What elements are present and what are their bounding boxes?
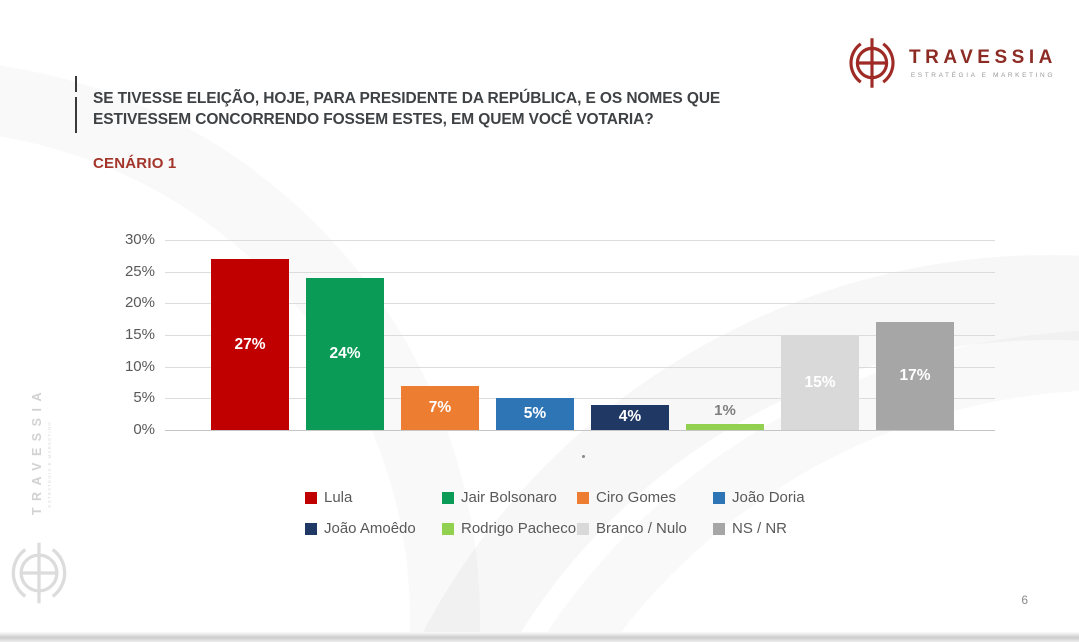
legend-item: João Amoêdo <box>305 520 442 537</box>
gridline <box>165 335 995 336</box>
bar-value-label: 24% <box>329 345 361 362</box>
bar-value-label: 5% <box>523 405 547 423</box>
scenario-label: CENÁRIO 1 <box>93 155 177 172</box>
legend-swatch-icon <box>713 491 725 504</box>
y-axis-tick-label: 20% <box>124 294 155 312</box>
legend-label: Lula <box>324 489 353 506</box>
gridline <box>165 398 995 400</box>
legend-item: Rodrigo Pacheco <box>442 520 577 537</box>
brand-tagline: ESTRATÉGIA E MARKETING <box>910 72 1055 79</box>
bar-value-label: 4% <box>618 408 642 426</box>
bar-value-label: 17% <box>899 367 931 385</box>
bottom-edge-strip <box>0 632 1079 642</box>
brand-logo: TRAVESSIA ESTRATÉGIA E MARKETING <box>845 36 1057 90</box>
y-axis-tick-label: 15% <box>124 326 155 343</box>
bar-value-label: 27% <box>234 335 266 353</box>
bar-column: 24% <box>306 278 384 430</box>
bar-value-label: 7% <box>428 398 452 416</box>
bar-value-label: 1% <box>714 401 736 419</box>
axis-dot <box>582 455 585 458</box>
y-axis-tick-label: 5% <box>133 389 155 407</box>
bar-chart: 27% 24% 7% 5% 4% 1% 15% 17% 30% 25% 20% 15% 10% 5% 0% <box>125 231 995 458</box>
gridline <box>165 303 995 305</box>
legend-label: Jair Bolsonaro <box>461 489 557 506</box>
legend-swatch-icon <box>577 491 589 504</box>
legend-swatch-icon <box>442 522 454 535</box>
watermark: TRAVESSIA ESTRATÉGIA E MARKETING <box>30 386 52 515</box>
bar: 27% <box>211 259 289 430</box>
y-axis-tick-label: 25% <box>124 262 155 280</box>
bar: 15% <box>781 335 859 430</box>
watermark-name: TRAVESSIA <box>30 386 44 516</box>
bar <box>686 423 764 430</box>
title-accent-bar <box>75 76 77 92</box>
legend-swatch-icon <box>305 491 317 504</box>
bar-column: 7% <box>401 385 479 430</box>
bar-value-label: 15% <box>804 373 836 391</box>
bar: 7% <box>401 385 479 430</box>
legend-item: Branco / Nulo <box>577 520 713 537</box>
y-axis-tick-label: 10% <box>124 357 155 375</box>
legend-label: NS / NR <box>732 520 788 537</box>
y-axis-tick-label: 30% <box>124 231 155 248</box>
legend-label: Ciro Gomes <box>596 489 677 506</box>
chart-legend: Lula Jair Bolsonaro Ciro Gomes João Doria Jo… <box>305 489 863 537</box>
y-axis-tick-label: 0% <box>133 421 155 438</box>
legend-swatch-icon <box>577 522 589 535</box>
page-number: 6 <box>1021 593 1028 607</box>
slide-title-line-2: ESTIVESSEM CONCORRENDO FOSSEM ESTES, EM … <box>93 111 654 128</box>
bar: 4% <box>591 404 669 430</box>
bar-column: 5% <box>496 398 574 430</box>
legend-label: Branco / Nulo <box>596 520 687 537</box>
bars-area: 27% 24% 7% 5% 4% 1% 15% 17% <box>165 240 995 430</box>
bar-column: 15% <box>781 335 859 430</box>
gridline <box>165 271 995 273</box>
bar-column: 4% <box>591 404 669 430</box>
legend-label: João Amoêdo <box>324 520 416 537</box>
travessia-logo-icon <box>849 38 895 88</box>
watermark-logo-icon <box>11 542 67 604</box>
legend-item: NS / NR <box>713 520 863 537</box>
bar-column: 1% <box>686 402 764 430</box>
gridline <box>165 430 995 431</box>
legend-item: João Doria <box>713 489 863 506</box>
legend-item: Ciro Gomes <box>577 489 713 506</box>
legend-swatch-icon <box>442 491 454 504</box>
bar-column: 17% <box>876 322 954 430</box>
legend-label: João Doria <box>732 489 805 506</box>
title-accent-bar <box>75 97 77 133</box>
legend-label: Rodrigo Pacheco <box>461 520 577 537</box>
brand-name: TRAVESSIA <box>909 47 1057 68</box>
gridline <box>165 240 995 241</box>
bar: 17% <box>876 322 954 430</box>
bar: 24% <box>306 278 384 430</box>
legend-swatch-icon <box>305 522 317 535</box>
watermark-tagline: ESTRATÉGIA E MARKETING <box>47 420 52 508</box>
bar-column: 27% <box>211 259 289 430</box>
gridline <box>165 366 995 368</box>
slide-title-line-1: SE TIVESSE ELEIÇÃO, HOJE, PARA PRESIDENT… <box>93 90 721 107</box>
legend-item: Jair Bolsonaro <box>442 489 577 506</box>
slide-title: SE TIVESSE ELEIÇÃO, HOJE, PARA PRESIDENT… <box>93 88 753 130</box>
bar: 5% <box>496 398 574 430</box>
legend-item: Lula <box>305 489 442 506</box>
legend-swatch-icon <box>713 522 725 535</box>
